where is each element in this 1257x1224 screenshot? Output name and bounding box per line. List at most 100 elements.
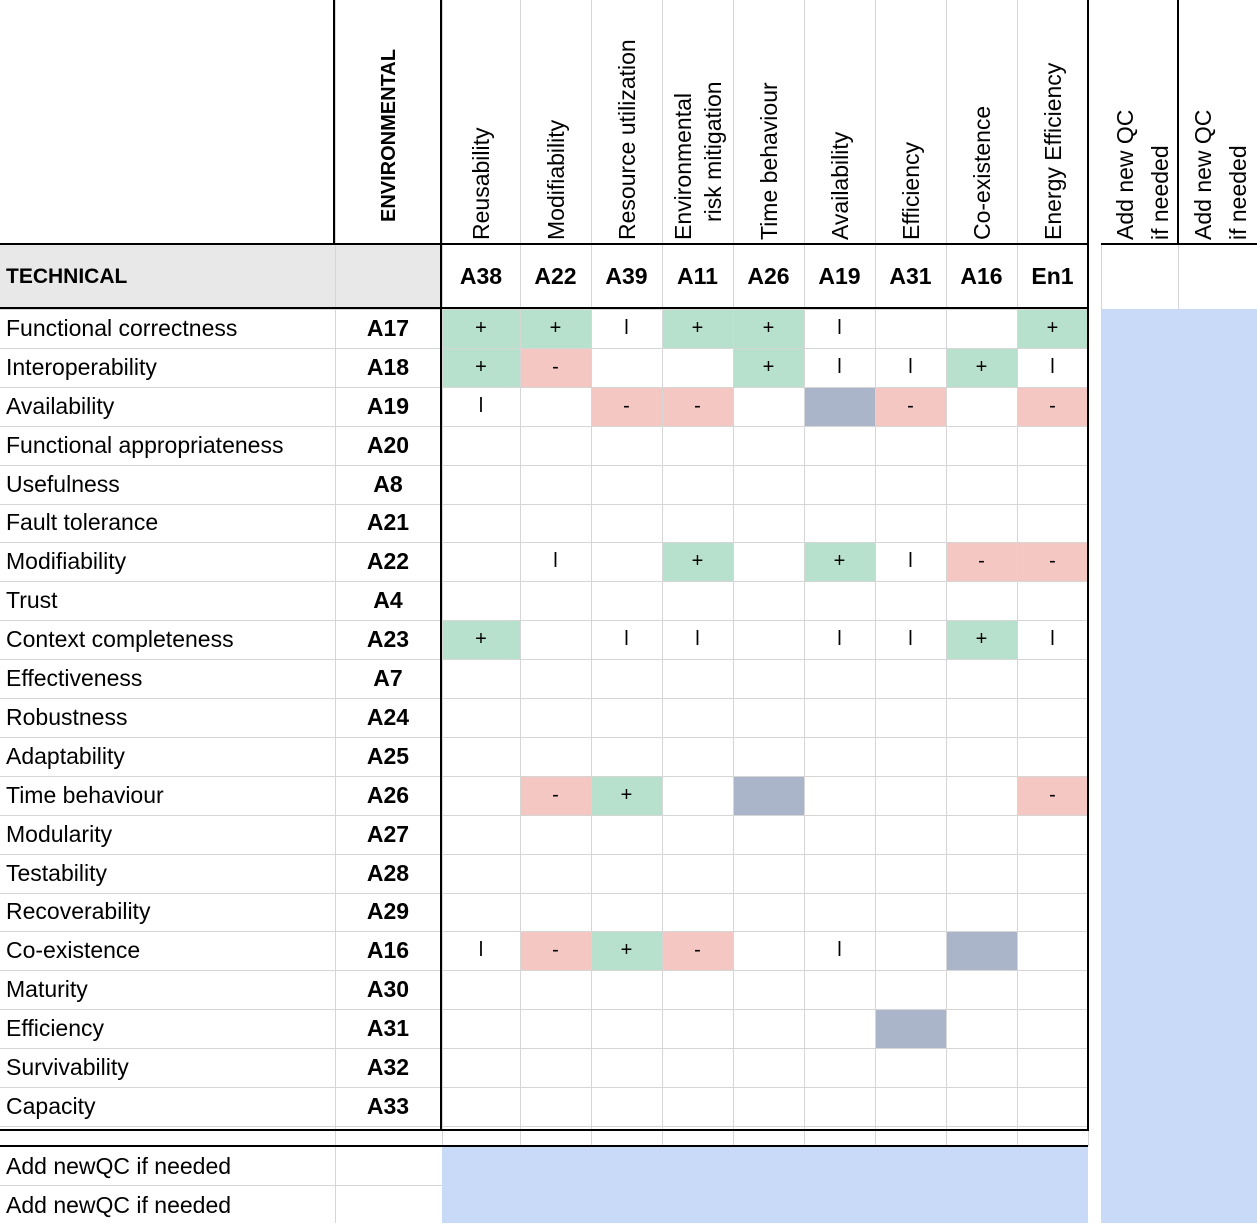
matrix-cell[interactable] — [804, 815, 875, 854]
matrix-cell[interactable]: + — [733, 309, 804, 348]
matrix-cell[interactable] — [1017, 698, 1088, 737]
matrix-cell[interactable] — [875, 465, 946, 504]
matrix-cell[interactable]: l — [662, 620, 733, 659]
matrix-cell[interactable]: l — [804, 348, 875, 387]
extra-column-header-line2[interactable]: if needed — [1225, 145, 1251, 240]
matrix-cell[interactable] — [804, 1087, 875, 1126]
matrix-cell[interactable] — [520, 620, 591, 659]
matrix-cell[interactable] — [442, 970, 520, 1009]
matrix-cell[interactable] — [733, 426, 804, 465]
matrix-cell[interactable] — [1017, 504, 1088, 543]
matrix-cell[interactable] — [946, 893, 1017, 932]
matrix-cell[interactable] — [875, 1048, 946, 1087]
matrix-cell[interactable] — [520, 387, 591, 426]
matrix-cell[interactable] — [1017, 854, 1088, 893]
matrix-cell[interactable] — [946, 1009, 1017, 1048]
matrix-cell[interactable] — [946, 970, 1017, 1009]
matrix-cell[interactable] — [1017, 1087, 1088, 1126]
matrix-cell[interactable] — [662, 970, 733, 1009]
matrix-cell[interactable]: + — [591, 931, 662, 971]
matrix-cell[interactable] — [875, 309, 946, 348]
matrix-cell[interactable] — [591, 1048, 662, 1087]
matrix-cell[interactable] — [591, 698, 662, 737]
matrix-cell[interactable] — [733, 815, 804, 854]
matrix-cell[interactable] — [662, 776, 733, 815]
matrix-cell[interactable] — [520, 1009, 591, 1048]
matrix-cell[interactable] — [804, 1009, 875, 1048]
matrix-cell[interactable]: l — [804, 931, 875, 970]
matrix-cell[interactable] — [1017, 893, 1088, 932]
matrix-cell[interactable] — [591, 542, 662, 581]
matrix-cell[interactable] — [875, 426, 946, 465]
matrix-cell[interactable] — [946, 854, 1017, 893]
matrix-cell[interactable] — [946, 1087, 1017, 1126]
matrix-cell[interactable]: - — [662, 931, 733, 971]
matrix-cell[interactable] — [804, 737, 875, 776]
matrix-cell[interactable] — [591, 504, 662, 543]
matrix-cell[interactable] — [662, 426, 733, 465]
matrix-cell[interactable] — [442, 854, 520, 893]
matrix-cell[interactable] — [662, 465, 733, 504]
matrix-cell[interactable] — [520, 1048, 591, 1087]
matrix-cell[interactable] — [733, 465, 804, 504]
matrix-cell[interactable] — [1017, 465, 1088, 504]
matrix-cell[interactable]: - — [946, 542, 1017, 582]
matrix-cell[interactable]: l — [804, 620, 875, 659]
matrix-cell[interactable] — [946, 776, 1017, 815]
matrix-cell[interactable] — [733, 1087, 804, 1126]
matrix-cell[interactable] — [520, 854, 591, 893]
matrix-cell[interactable]: + — [591, 775, 662, 815]
matrix-cell[interactable] — [1017, 931, 1088, 970]
matrix-cell[interactable] — [875, 1087, 946, 1126]
matrix-cell[interactable]: l — [1017, 348, 1088, 387]
matrix-cell[interactable] — [946, 309, 1017, 348]
matrix-cell[interactable] — [520, 426, 591, 465]
matrix-cell[interactable] — [733, 893, 804, 932]
matrix-cell[interactable] — [733, 854, 804, 893]
matrix-cell[interactable] — [733, 737, 804, 776]
matrix-cell[interactable] — [662, 698, 733, 737]
matrix-cell[interactable] — [733, 931, 804, 970]
matrix-cell[interactable]: l — [875, 542, 946, 581]
matrix-cell[interactable]: - — [1017, 386, 1088, 426]
matrix-cell[interactable] — [804, 854, 875, 893]
matrix-cell[interactable] — [733, 387, 804, 426]
matrix-cell[interactable]: + — [946, 347, 1017, 387]
matrix-cell[interactable]: - — [662, 386, 733, 426]
matrix-cell[interactable]: - — [520, 931, 591, 971]
matrix-cell[interactable] — [875, 698, 946, 737]
matrix-cell[interactable]: - — [591, 386, 662, 426]
matrix-cell[interactable] — [662, 815, 733, 854]
matrix-cell[interactable] — [804, 893, 875, 932]
placeholder-row-block[interactable] — [442, 1146, 1088, 1223]
matrix-cell[interactable] — [946, 931, 1017, 971]
matrix-cell[interactable] — [662, 581, 733, 620]
matrix-cell[interactable] — [733, 1009, 804, 1048]
matrix-cell[interactable] — [442, 1087, 520, 1126]
matrix-cell[interactable] — [804, 581, 875, 620]
matrix-cell[interactable] — [875, 970, 946, 1009]
matrix-cell[interactable] — [733, 542, 804, 581]
footer-row-label[interactable]: Add newQC if needed — [6, 1152, 232, 1179]
matrix-cell[interactable]: l — [875, 348, 946, 387]
matrix-cell[interactable] — [591, 659, 662, 698]
matrix-cell[interactable] — [662, 854, 733, 893]
matrix-cell[interactable] — [946, 387, 1017, 426]
matrix-cell[interactable] — [662, 348, 733, 387]
matrix-cell[interactable]: l — [1017, 620, 1088, 659]
matrix-cell[interactable] — [875, 504, 946, 543]
matrix-cell[interactable] — [946, 581, 1017, 620]
matrix-cell[interactable]: + — [442, 347, 520, 387]
extra-column-header-line1[interactable]: Add new QC — [1190, 109, 1216, 240]
matrix-cell[interactable] — [875, 737, 946, 776]
matrix-cell[interactable] — [1017, 581, 1088, 620]
matrix-cell[interactable] — [591, 581, 662, 620]
matrix-cell[interactable] — [520, 970, 591, 1009]
matrix-cell[interactable] — [442, 815, 520, 854]
matrix-cell[interactable] — [1017, 659, 1088, 698]
matrix-cell[interactable] — [804, 659, 875, 698]
matrix-cell[interactable] — [733, 659, 804, 698]
matrix-cell[interactable] — [591, 1009, 662, 1048]
matrix-cell[interactable] — [875, 931, 946, 970]
matrix-cell[interactable] — [520, 893, 591, 932]
